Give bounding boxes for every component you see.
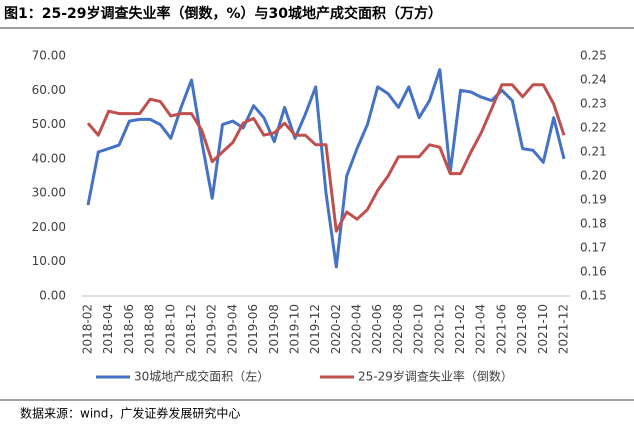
x-tick-label: 2018-06 (122, 304, 136, 354)
series-line (86, 83, 566, 233)
chart-title: 图1：25-29岁调查失业率（倒数，%）与30城地产成交面积（万方） (4, 5, 442, 22)
x-tick-label: 2020-06 (370, 304, 384, 354)
y-tick-label: 40.00 (32, 151, 66, 165)
y-tick-label: 30.00 (32, 186, 66, 200)
x-tick-label: 2020-02 (329, 304, 343, 354)
x-tick-label: 2018-08 (143, 304, 157, 354)
y2-tick-label: 0.25 (580, 49, 607, 63)
x-tick-label: 2018-10 (163, 304, 177, 354)
x-tick-label: 2020-08 (391, 304, 405, 354)
x-tick-label: 2019-02 (205, 304, 219, 354)
legend-label: 30城地产成交面积（左） (134, 369, 269, 384)
x-tick-label: 2019-08 (267, 304, 281, 354)
y2-tick-label: 0.24 (580, 73, 607, 87)
x-tick-label: 2018-04 (101, 304, 115, 354)
y2-tick-label: 0.17 (580, 241, 607, 255)
y2-tick-label: 0.19 (580, 193, 607, 207)
x-tick-label: 2020-12 (432, 304, 446, 354)
x-tick-label: 2021-02 (453, 304, 467, 354)
y-tick-label: 0.00 (39, 289, 66, 303)
x-tick-label: 2019-10 (287, 304, 301, 354)
x-tick-label: 2021-04 (474, 304, 488, 354)
y-tick-label: 50.00 (32, 117, 66, 131)
y2-tick-label: 0.20 (580, 169, 607, 183)
source: 数据来源：wind，广发证券发展研究中心 (20, 406, 240, 421)
x-tick-label: 2021-10 (536, 304, 550, 354)
y2-tick-label: 0.18 (580, 217, 607, 231)
y2-tick-label: 0.22 (580, 121, 607, 135)
x-tick-label: 2021-12 (557, 304, 571, 354)
y-tick-label: 60.00 (32, 83, 66, 97)
x-tick-label: 2019-12 (308, 304, 322, 354)
y2-tick-label: 0.21 (580, 145, 607, 159)
x-tick-label: 2021-06 (494, 304, 508, 354)
x-tick-label: 2019-04 (225, 304, 239, 354)
y-tick-label: 20.00 (32, 220, 66, 234)
y2-tick-label: 0.15 (580, 289, 607, 303)
x-tick-label: 2018-02 (81, 304, 95, 354)
x-tick-label: 2019-06 (246, 304, 260, 354)
y-tick-label: 10.00 (32, 254, 66, 268)
x-tick-label: 2021-08 (515, 304, 529, 354)
series-line (86, 68, 566, 269)
y-tick-label: 70.00 (32, 49, 66, 63)
x-tick-label: 2020-04 (350, 304, 364, 354)
x-tick-label: 2018-12 (184, 304, 198, 354)
x-tick-label: 2020-10 (412, 304, 426, 354)
legend-label: 25-29岁调查失业率（倒数） (358, 369, 513, 384)
y2-tick-label: 0.23 (580, 97, 607, 111)
y2-tick-label: 0.16 (580, 265, 607, 279)
